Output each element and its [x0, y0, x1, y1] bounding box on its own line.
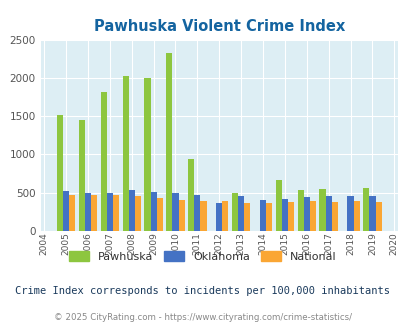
Bar — [63, 191, 69, 231]
Bar — [200, 201, 206, 231]
Bar — [156, 198, 162, 231]
Bar — [144, 78, 150, 231]
Bar — [69, 195, 75, 231]
Bar — [375, 202, 381, 231]
Bar — [172, 193, 178, 231]
Bar — [243, 203, 250, 231]
Bar — [222, 201, 228, 231]
Bar — [297, 190, 303, 231]
Bar — [178, 200, 184, 231]
Bar — [275, 181, 281, 231]
Bar — [91, 195, 97, 231]
Bar — [331, 202, 337, 231]
Bar — [150, 192, 156, 231]
Bar — [231, 193, 237, 231]
Bar — [287, 202, 293, 231]
Bar — [303, 197, 309, 231]
Bar — [353, 201, 359, 231]
Bar — [113, 195, 119, 231]
Bar — [259, 200, 265, 231]
Bar — [265, 203, 271, 231]
Bar — [79, 120, 85, 231]
Bar — [319, 189, 325, 231]
Text: © 2025 CityRating.com - https://www.cityrating.com/crime-statistics/: © 2025 CityRating.com - https://www.city… — [54, 313, 351, 322]
Legend: Pawhuska, Oklahoma, National: Pawhuska, Oklahoma, National — [64, 247, 341, 266]
Bar — [188, 159, 194, 231]
Bar — [362, 188, 369, 231]
Bar — [134, 196, 141, 231]
Bar — [100, 92, 107, 231]
Bar — [237, 196, 243, 231]
Bar — [166, 53, 172, 231]
Bar — [107, 193, 113, 231]
Bar — [325, 196, 331, 231]
Bar — [85, 193, 91, 231]
Title: Pawhuska Violent Crime Index: Pawhuska Violent Crime Index — [94, 19, 344, 34]
Bar — [215, 203, 222, 231]
Bar — [122, 76, 128, 231]
Bar — [128, 190, 134, 231]
Bar — [369, 196, 375, 231]
Bar — [309, 201, 315, 231]
Bar — [194, 195, 200, 231]
Bar — [281, 199, 287, 231]
Bar — [57, 115, 63, 231]
Bar — [347, 196, 353, 231]
Text: Crime Index corresponds to incidents per 100,000 inhabitants: Crime Index corresponds to incidents per… — [15, 286, 390, 296]
